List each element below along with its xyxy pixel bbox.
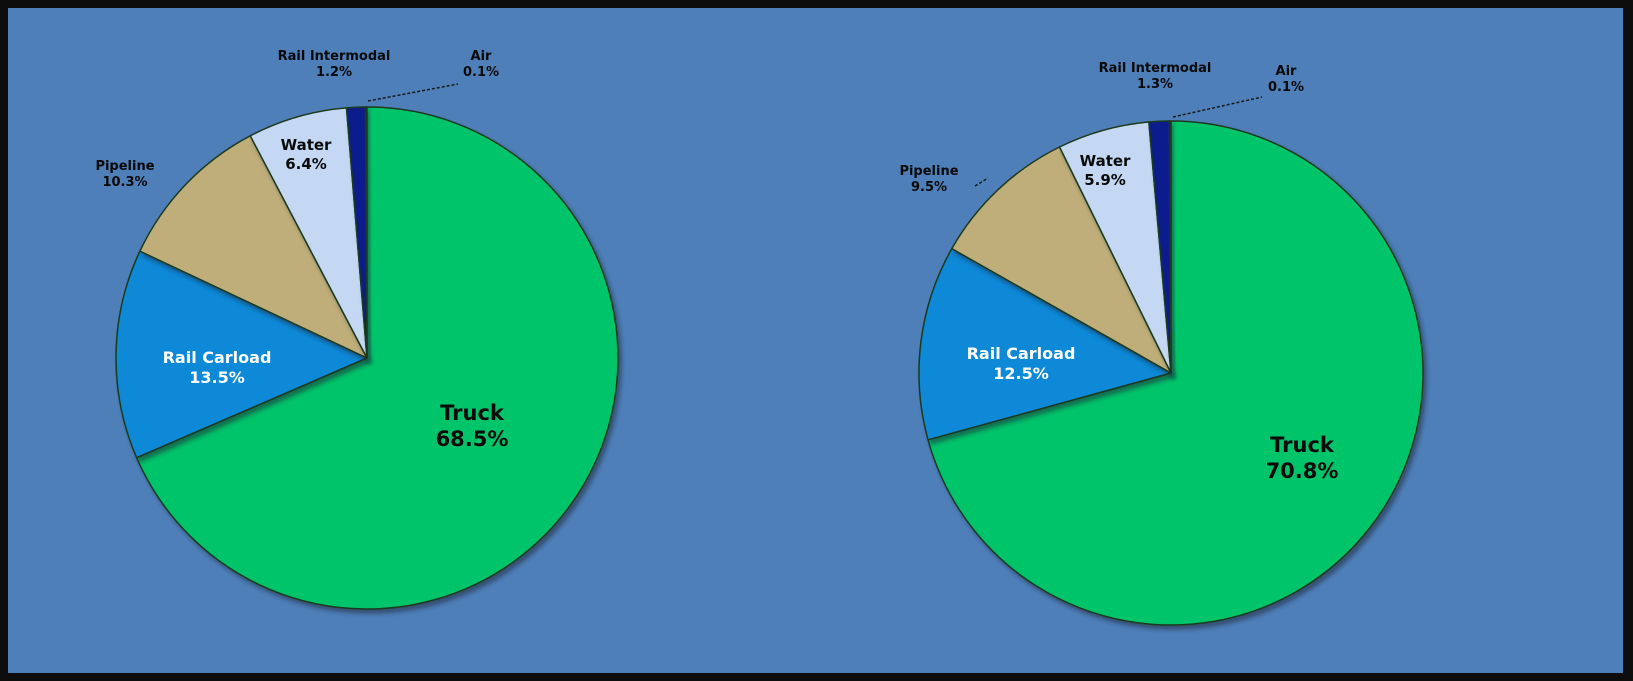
slice-label-name: Water: [281, 136, 332, 154]
slice-label-name: Truck: [440, 401, 505, 425]
slice-label-value: 5.9%: [1084, 171, 1126, 189]
pie-slice-pipeline: [951, 146, 1172, 374]
slice-label-water: Water 6.4%: [281, 136, 332, 173]
slice-label-value: 13.5%: [189, 368, 245, 387]
slice-label-value: 10.3%: [102, 175, 147, 190]
slice-label-name: Rail Carload: [163, 348, 272, 367]
slice-label-rail-carload: Rail Carload 13.5%: [163, 348, 272, 387]
slice-label-name: Truck: [1270, 433, 1335, 457]
slice-label-pipeline: Pipeline 10.3%: [95, 159, 154, 190]
pie-slice-truck: [927, 120, 1424, 626]
pie-slice-rail-carload: [918, 247, 1172, 441]
slice-label-water: Water 5.9%: [1080, 152, 1131, 189]
slice-label-rail-intermodal: Rail Intermodal 1.2%: [278, 49, 391, 80]
pie-slice-air: [364, 106, 368, 359]
slice-label-value: 9.5%: [911, 180, 947, 195]
slice-label-value: 68.5%: [436, 427, 509, 451]
slice-label-value: 12.5%: [993, 364, 1049, 383]
slice-label-name: Rail Carload: [967, 344, 1076, 363]
slice-label-value: 70.8%: [1266, 459, 1339, 483]
slice-label-rail-intermodal: Rail Intermodal 1.3%: [1099, 61, 1212, 92]
pie-slice-truck: [135, 106, 619, 610]
leader-line-air: [1172, 96, 1263, 118]
slice-label-name: Air: [1276, 64, 1298, 79]
leader-line-pipeline: [974, 177, 989, 187]
slice-label-name: Rail Intermodal: [278, 49, 391, 64]
slice-label-name: Air: [471, 49, 493, 64]
pie-slice-air: [1168, 120, 1172, 374]
pie-slice-pipeline: [139, 135, 368, 359]
slice-label-name: Water: [1080, 152, 1131, 170]
leader-line-air: [367, 83, 459, 102]
slice-label-value: 6.4%: [285, 155, 327, 173]
slice-label-name: Pipeline: [95, 159, 154, 174]
slice-label-truck: Truck 70.8%: [1266, 433, 1339, 483]
slice-label-pipeline: Pipeline 9.5%: [899, 164, 958, 195]
slice-label-air: Air 0.1%: [1268, 64, 1304, 95]
pie-chart-1: Truck 68.5% Rail Carload 13.5% Pipeline 10.3%…: [95, 49, 619, 610]
pie-slice-rail-carload: [115, 250, 368, 459]
slice-label-name: Rail Intermodal: [1099, 61, 1212, 76]
pie-chart-2: Truck 70.8% Rail Carload 12.5% Pipeline 9.5% W…: [899, 61, 1424, 626]
slice-label-value: 1.3%: [1137, 77, 1173, 92]
slice-label-truck: Truck 68.5%: [436, 401, 509, 451]
slice-label-value: 0.1%: [463, 65, 499, 80]
slice-label-value: 0.1%: [1268, 80, 1304, 95]
slice-label-rail-carload: Rail Carload 12.5%: [967, 344, 1076, 383]
slice-label-value: 1.2%: [316, 65, 352, 80]
slice-label-name: Pipeline: [899, 164, 958, 179]
slice-label-air: Air 0.1%: [463, 49, 499, 80]
